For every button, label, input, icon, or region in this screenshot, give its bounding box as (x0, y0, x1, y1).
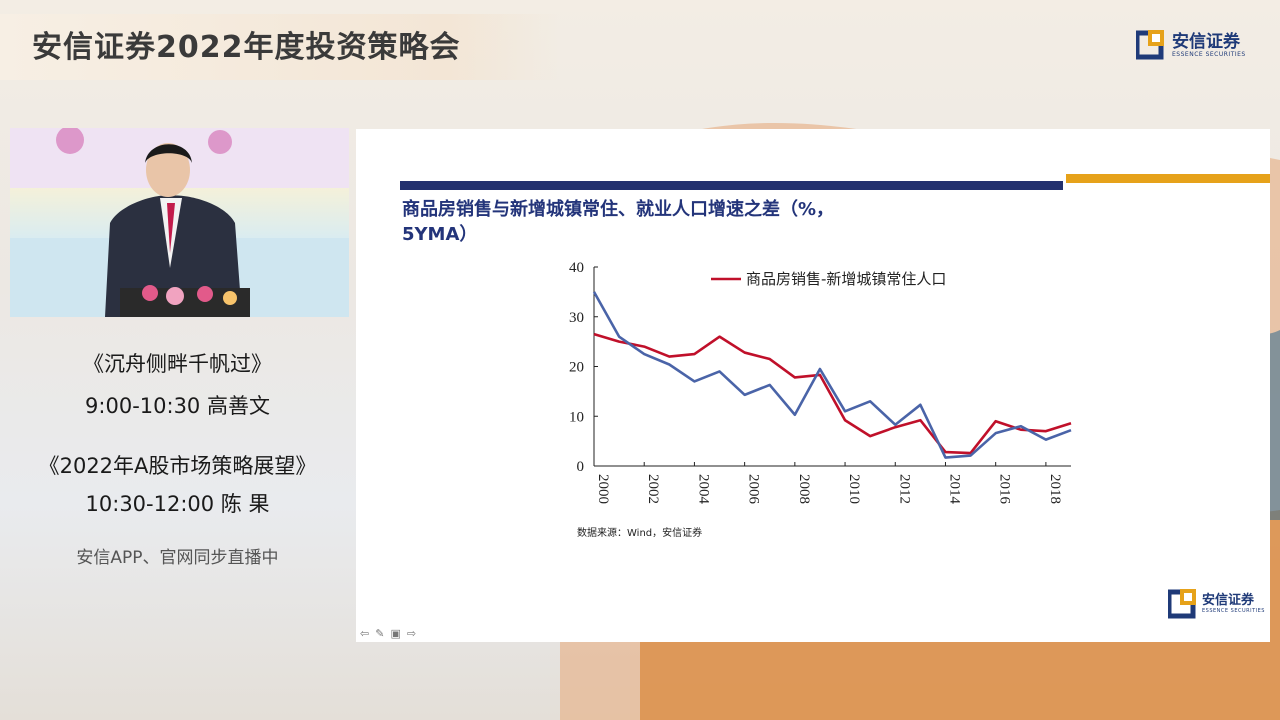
chart-title: 商品房销售与新增城镇常住、就业人口增速之差（%， 5YMA） (402, 197, 902, 247)
y-tick-label: 10 (569, 409, 584, 425)
brand-subtitle: ESSENCE SECURITIES (1202, 608, 1265, 614)
x-tick-label: 2004 (695, 474, 711, 505)
x-tick-label: 2006 (746, 474, 762, 505)
x-tick-label: 2000 (595, 474, 611, 504)
pen-icon[interactable]: ✎ (375, 627, 385, 640)
x-tick-label: 2018 (1047, 474, 1063, 504)
arrow-left-icon[interactable]: ⇦ (360, 627, 370, 640)
slides-icon[interactable]: ▣ (390, 627, 401, 640)
event-title: 安信证券2022年度投资策略会 (32, 30, 461, 65)
brand-logo-slide: 安信证券 ESSENCE SECURITIES (1168, 589, 1265, 619)
slide-header-bar (400, 181, 1063, 190)
slide-toolbar: ⇦ ✎ ▣ ⇨ (360, 627, 416, 640)
chart-title-line1: 商品房销售与新增城镇常住、就业人口增速之差（%， (402, 199, 835, 220)
essence-logo-icon (1136, 30, 1164, 60)
live-stream-note: 安信APP、官网同步直播中 (76, 548, 279, 568)
x-tick-label: 2014 (946, 474, 962, 505)
line-chart: 0 10 20 30 40 2000 2002 2004 2006 2008 2010 2012 201… (569, 260, 1072, 505)
speaker-figure (10, 128, 349, 317)
brand-logo-header: 安信证券 ESSENCE SECURITIES (1136, 30, 1246, 60)
series-line-1 (593, 332, 1072, 455)
slide-accent-bar (1066, 174, 1270, 183)
y-tick-label: 40 (569, 260, 584, 276)
data-source: 数据来源：Wind，安信证券 (577, 528, 703, 539)
presentation-slide: 商品房销售与新增城镇常住、就业人口增速之差（%， 5YMA） 0 10 20 30 40… (356, 129, 1270, 642)
speaker-video (10, 128, 349, 317)
talk1-title: 《沉舟侧畔千帆过》 (83, 352, 272, 376)
y-tick-label: 20 (569, 360, 584, 376)
x-tick-label: 2016 (997, 474, 1013, 505)
series-line-2 (592, 291, 1072, 459)
talk2-time: 10:30-12:00 陈 果 (85, 492, 270, 516)
x-tick-label: 2008 (796, 474, 812, 504)
brand-name: 安信证券 (1172, 31, 1240, 52)
legend-label: 商品房销售-新增城镇常住人口 (746, 270, 946, 288)
essence-logo-icon (1168, 589, 1196, 619)
brand-name: 安信证券 (1202, 593, 1255, 608)
arrow-right-icon[interactable]: ⇨ (406, 627, 417, 640)
x-tick-label: 2012 (896, 474, 912, 504)
y-tick-label: 30 (569, 310, 584, 326)
x-tick-label: 2002 (645, 474, 661, 504)
y-tick-label: 0 (577, 459, 585, 475)
talk1-time: 9:00-10:30 高善文 (85, 394, 270, 418)
talk2-title: 《2022年A股市场策略展望》 (38, 454, 317, 478)
chart-title-line2: 5YMA） (402, 224, 478, 245)
x-tick-label: 2010 (846, 474, 862, 504)
header-banner (0, 14, 560, 80)
brand-subtitle: ESSENCE SECURITIES (1172, 50, 1246, 58)
